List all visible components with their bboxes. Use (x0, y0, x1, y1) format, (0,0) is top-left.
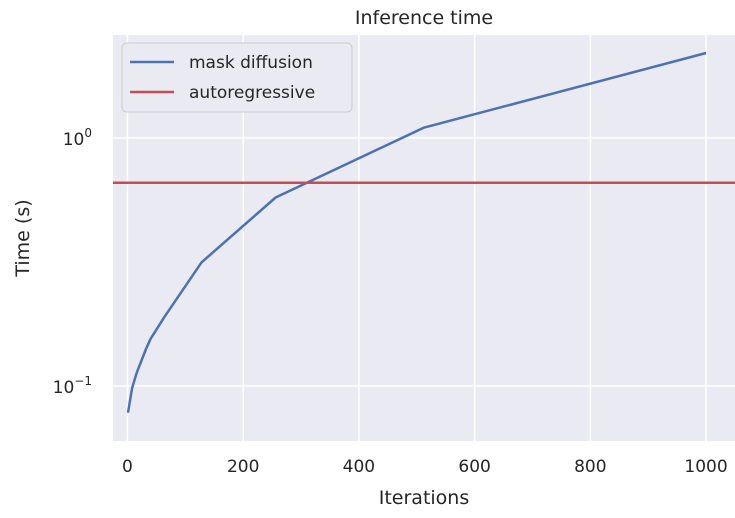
x-tick-label: 600 (458, 457, 490, 477)
chart-title: Inference time (355, 7, 493, 29)
y-axis-label: Time (s) (12, 199, 34, 277)
series-line-0 (126, 51, 707, 413)
x-tick-label: 0 (122, 457, 133, 477)
legend-label: autoregressive (189, 83, 315, 103)
legend-box (121, 42, 353, 113)
series-group (113, 51, 735, 413)
x-tick-label: 1000 (684, 457, 727, 477)
legend: mask diffusion autoregressive (121, 42, 353, 113)
y-tick-label: 100 (63, 126, 92, 150)
legend-label: mask diffusion (189, 53, 313, 73)
x-tick-label: 400 (343, 457, 375, 477)
x-tick-label: 200 (227, 457, 259, 477)
x-tick-label: 800 (574, 457, 606, 477)
x-axis-label: Iterations (379, 487, 470, 509)
y-tick-label: 10−1 (53, 374, 92, 398)
tick-labels: 0 200 400 600 800 1000 10−1 100 (53, 126, 728, 477)
